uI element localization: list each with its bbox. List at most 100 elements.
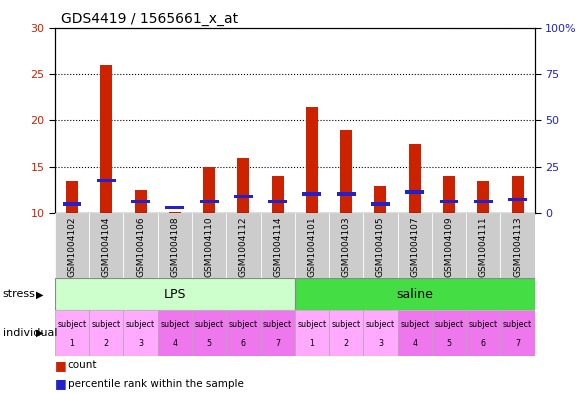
Bar (306, 107, 318, 213)
Bar (124, 310, 158, 356)
Bar (89, 213, 124, 278)
Text: saline: saline (397, 288, 433, 301)
Bar (158, 310, 192, 356)
Text: LPS: LPS (164, 288, 186, 301)
Text: GSM1004114: GSM1004114 (273, 217, 282, 277)
Text: subject: subject (126, 320, 155, 329)
Text: percentile rank within the sample: percentile rank within the sample (68, 379, 243, 389)
Text: 5: 5 (446, 338, 451, 347)
Text: subject: subject (297, 320, 327, 329)
Text: ■: ■ (55, 359, 66, 372)
Text: ▶: ▶ (36, 289, 44, 299)
Bar (508, 198, 527, 201)
Bar (337, 192, 355, 195)
Bar (192, 310, 226, 356)
Bar (405, 190, 424, 194)
Bar (55, 213, 89, 278)
Bar (268, 200, 287, 203)
Bar (55, 278, 295, 310)
Bar (89, 310, 124, 356)
Bar (169, 212, 181, 213)
Bar (62, 202, 81, 206)
Bar (443, 176, 455, 213)
Bar (302, 192, 321, 195)
Text: GSM1004113: GSM1004113 (513, 217, 522, 277)
Bar (234, 195, 253, 198)
Bar (97, 179, 116, 182)
Text: GSM1004108: GSM1004108 (171, 217, 179, 277)
Text: individual: individual (3, 328, 57, 338)
Bar (398, 310, 432, 356)
Text: subject: subject (160, 320, 190, 329)
Bar (203, 167, 215, 213)
Bar (439, 200, 458, 203)
Bar (432, 213, 466, 278)
Text: ■: ■ (55, 377, 66, 391)
Bar (501, 213, 535, 278)
Bar (158, 213, 192, 278)
Bar (124, 213, 158, 278)
Bar (55, 310, 89, 356)
Text: 5: 5 (206, 338, 212, 347)
Text: count: count (68, 360, 97, 371)
Bar (474, 200, 492, 203)
Text: ▶: ▶ (36, 328, 44, 338)
Text: GSM1004110: GSM1004110 (205, 217, 214, 277)
Text: GSM1004103: GSM1004103 (342, 217, 351, 277)
Text: subject: subject (92, 320, 121, 329)
Text: 3: 3 (378, 338, 383, 347)
Text: 2: 2 (343, 338, 349, 347)
Bar (261, 213, 295, 278)
Text: subject: subject (229, 320, 258, 329)
Bar (295, 213, 329, 278)
Bar (101, 65, 112, 213)
Bar (501, 310, 535, 356)
Text: 4: 4 (172, 338, 177, 347)
Text: 6: 6 (241, 338, 246, 347)
Text: GSM1004107: GSM1004107 (410, 217, 419, 277)
Text: 7: 7 (275, 338, 280, 347)
Bar (371, 202, 390, 206)
Text: subject: subject (263, 320, 292, 329)
Bar (295, 310, 329, 356)
Text: stress: stress (3, 289, 36, 299)
Bar (375, 185, 387, 213)
Text: 3: 3 (138, 338, 143, 347)
Bar (512, 176, 524, 213)
Text: 2: 2 (103, 338, 109, 347)
Bar (364, 310, 398, 356)
Text: 6: 6 (481, 338, 486, 347)
Text: GSM1004106: GSM1004106 (136, 217, 145, 277)
Bar (131, 200, 150, 203)
Bar (340, 130, 352, 213)
Bar (272, 176, 284, 213)
Bar (295, 278, 535, 310)
Bar (329, 213, 364, 278)
Bar (192, 213, 226, 278)
Text: subject: subject (469, 320, 498, 329)
Text: subject: subject (435, 320, 464, 329)
Text: GSM1004102: GSM1004102 (68, 217, 76, 277)
Bar (135, 190, 147, 213)
Text: GSM1004111: GSM1004111 (479, 217, 488, 277)
Text: GSM1004105: GSM1004105 (376, 217, 385, 277)
Text: subject: subject (503, 320, 532, 329)
Text: subject: subject (400, 320, 429, 329)
Bar (199, 200, 218, 203)
Text: 1: 1 (69, 338, 75, 347)
Bar (364, 213, 398, 278)
Bar (466, 310, 501, 356)
Bar (409, 144, 421, 213)
Text: subject: subject (366, 320, 395, 329)
Text: GDS4419 / 1565661_x_at: GDS4419 / 1565661_x_at (61, 12, 238, 26)
Bar (398, 213, 432, 278)
Text: GSM1004112: GSM1004112 (239, 217, 248, 277)
Text: GSM1004104: GSM1004104 (102, 217, 111, 277)
Text: 7: 7 (515, 338, 520, 347)
Bar (66, 181, 78, 213)
Text: GSM1004101: GSM1004101 (307, 217, 316, 277)
Bar (226, 310, 261, 356)
Text: subject: subject (57, 320, 87, 329)
Text: subject: subject (332, 320, 361, 329)
Bar (432, 310, 466, 356)
